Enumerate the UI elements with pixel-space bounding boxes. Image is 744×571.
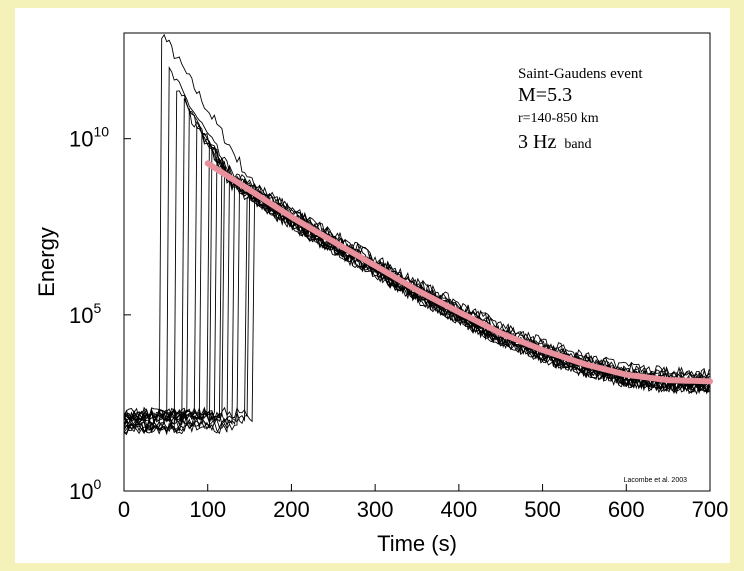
y-tick-label: 100 [69, 476, 101, 504]
annotation-distance: r=140-850 km [518, 111, 599, 126]
annotation-event: Saint-Gaudens event [518, 66, 643, 82]
seismic-trace [123, 195, 710, 426]
fit-layer [204, 160, 713, 385]
coda-fit-line [204, 160, 713, 385]
plot-card: 0 100 200 300 400 500 600 700 100 105 1010 Time (s… [15, 8, 730, 563]
x-tick-label: 600 [608, 497, 645, 522]
x-tick-label: 300 [357, 497, 394, 522]
x-axis-label: Time (s) [377, 531, 457, 556]
annotation-frequency-value: 3 Hz [518, 131, 556, 153]
y-tick-label: 1010 [69, 124, 109, 152]
y-tick-label: 105 [69, 300, 101, 328]
annotation-frequency-unit: band [564, 137, 591, 152]
annotation-magnitude: M=5.3 [518, 84, 572, 106]
seismic-trace [123, 192, 710, 426]
x-tick-label: 500 [524, 497, 561, 522]
seismic-trace [123, 181, 710, 431]
x-tick-label: 700 [692, 497, 729, 522]
plot-frame [123, 32, 711, 492]
y-axis-label: Energy [34, 227, 59, 297]
ticks-layer: 0 100 200 300 400 500 600 700 100 105 1010 [69, 124, 728, 522]
seismic-trace [123, 177, 710, 436]
annotation-frequency: 3 Hz band [518, 131, 592, 153]
x-tick-label: 400 [440, 497, 477, 522]
chart: 0 100 200 300 400 500 600 700 100 105 1010 Time (s… [34, 32, 728, 556]
x-tick-label: 200 [273, 497, 310, 522]
credit-label: Lacombe et al. 2003 [624, 477, 688, 484]
x-tick-label: 0 [118, 497, 130, 522]
x-tick-label: 100 [189, 497, 226, 522]
